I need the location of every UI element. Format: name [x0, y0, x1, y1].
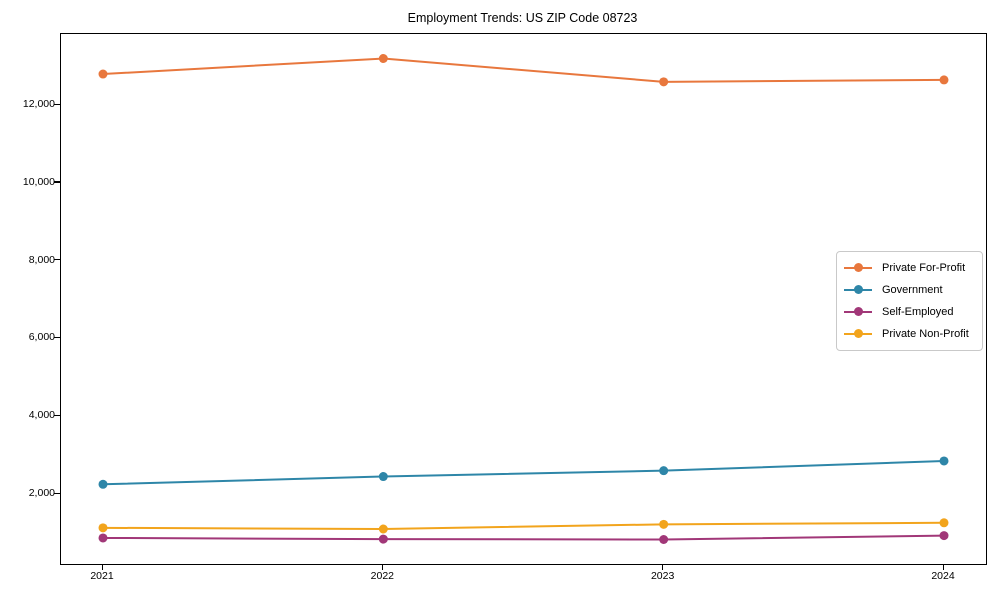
- data-point: [98, 69, 108, 79]
- series-line-3: [102, 521, 945, 531]
- data-point: [939, 531, 949, 541]
- series-line-2: [102, 534, 945, 541]
- x-tick-label: 2022: [370, 570, 394, 582]
- data-point: [98, 479, 108, 489]
- legend-item-3: Private Non-Profit: [844, 323, 974, 345]
- data-point: [659, 466, 669, 476]
- line-chart-svg: [98, 53, 949, 545]
- x-tick-mark: [381, 564, 384, 570]
- y-tick-label: 4,000: [28, 409, 55, 422]
- legend-label: Private Non-Profit: [882, 328, 969, 340]
- legend-item-0: Private For-Profit: [844, 257, 974, 279]
- data-point: [939, 456, 949, 466]
- y-tick-label: 2,000: [28, 487, 55, 499]
- legend-line-marker-icon: [844, 263, 876, 273]
- y-tick-mark: [54, 181, 60, 183]
- series-line-1: [102, 459, 945, 486]
- legend-item-1: Government: [844, 279, 974, 301]
- y-tick-label: 10,000: [22, 175, 55, 188]
- data-point: [378, 524, 388, 534]
- x-tick-mark: [662, 564, 664, 570]
- legend-line-marker-icon: [844, 285, 876, 295]
- x-tick-label: 2023: [650, 570, 675, 582]
- data-point: [378, 53, 388, 63]
- data-point: [98, 533, 108, 543]
- y-tick-label: 8,000: [28, 253, 55, 266]
- legend: Private For-Profit Government Self-Employe…: [836, 251, 983, 351]
- y-tick-mark: [54, 414, 60, 416]
- y-tick-mark: [54, 336, 60, 339]
- x-tick-mark: [942, 564, 944, 570]
- legend-item-2: Self-Employed: [844, 301, 974, 323]
- x-tick-mark: [101, 564, 103, 570]
- data-point: [939, 75, 949, 85]
- series-line-0: [102, 57, 945, 83]
- legend-line-marker-icon: [844, 329, 876, 339]
- y-tick-label: 6,000: [28, 331, 55, 344]
- legend-line-marker-icon: [844, 307, 876, 317]
- chart-title: Employment Trends: US ZIP Code 08723: [407, 11, 638, 25]
- x-tick-label: 2024: [931, 570, 955, 582]
- plot-area: [60, 33, 987, 565]
- data-point: [98, 523, 108, 533]
- y-tick-mark: [54, 492, 60, 494]
- y-tick-label: 12,000: [22, 98, 55, 111]
- data-point: [659, 535, 669, 545]
- legend-label: Private For-Profit: [882, 262, 966, 274]
- legend-label: Self-Employed: [882, 306, 954, 318]
- legend-label: Government: [882, 284, 943, 296]
- y-tick-mark: [54, 103, 60, 105]
- data-point: [659, 519, 669, 529]
- y-tick-mark: [54, 259, 60, 261]
- data-point: [659, 77, 669, 87]
- data-point: [378, 534, 388, 544]
- data-point: [378, 472, 388, 482]
- data-point: [939, 518, 949, 528]
- x-tick-label: 2021: [90, 570, 114, 582]
